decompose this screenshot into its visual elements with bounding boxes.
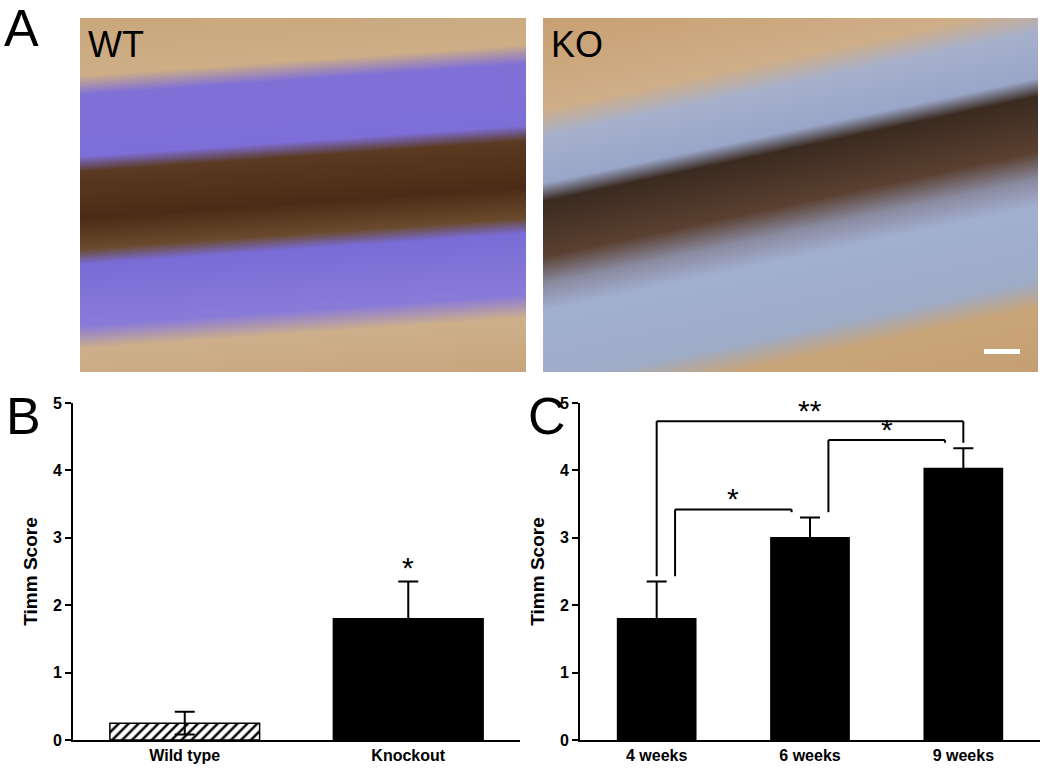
- html-text:A: A: [4, 0, 39, 57]
- svg-text:0: 0: [53, 732, 62, 749]
- svg-text:B: B: [6, 387, 41, 445]
- svg-text:C: C: [528, 387, 566, 445]
- svg-text:*: *: [402, 551, 414, 584]
- svg-text:9 weeks: 9 weeks: [933, 747, 994, 764]
- svg-text:2: 2: [560, 597, 569, 614]
- svg-text:1: 1: [53, 664, 62, 681]
- svg-text:3: 3: [53, 529, 62, 546]
- svg-text:3: 3: [560, 529, 569, 546]
- svg-text:Timm Score: Timm Score: [527, 517, 548, 625]
- svg-text:4 weeks: 4 weeks: [626, 747, 687, 764]
- html-text:KO: KO: [551, 24, 603, 65]
- svg-text:Wild type: Wild type: [149, 747, 220, 764]
- svg-text:4: 4: [53, 462, 62, 479]
- svg-text:6 weeks: 6 weeks: [779, 747, 840, 764]
- svg-text:*: *: [727, 482, 739, 515]
- svg-text:5: 5: [560, 395, 569, 412]
- svg-text:*: *: [881, 413, 893, 446]
- svg-text:4: 4: [560, 462, 569, 479]
- svg-text:Knockout: Knockout: [371, 747, 445, 764]
- svg-text:2: 2: [53, 597, 62, 614]
- svg-text:5: 5: [53, 395, 62, 412]
- svg-text:Timm Score: Timm Score: [20, 517, 41, 625]
- svg-text:**: **: [798, 394, 822, 427]
- svg-text:1: 1: [560, 664, 569, 681]
- html-text:WT: WT: [88, 24, 144, 65]
- svg-text:0: 0: [560, 732, 569, 749]
